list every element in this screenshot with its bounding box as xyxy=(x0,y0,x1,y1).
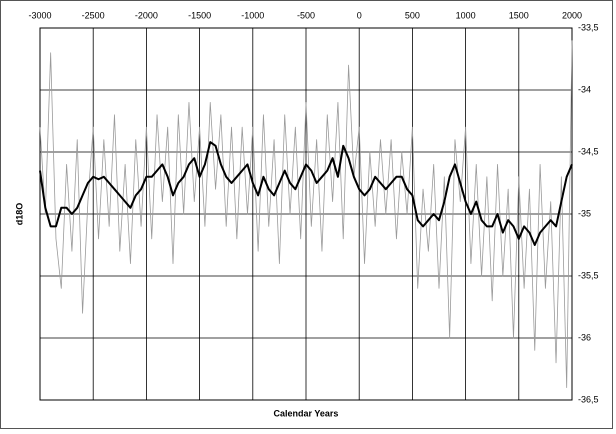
x-tick-label: -1000 xyxy=(241,10,264,20)
y-tick-label: -36 xyxy=(578,332,591,342)
series-line xyxy=(39,40,573,388)
y-tick-label: -34,5 xyxy=(578,146,599,156)
y-tick-label: -34 xyxy=(578,84,591,94)
x-tick-label: 2000 xyxy=(562,10,582,20)
x-tick-label: -1500 xyxy=(188,10,211,20)
series-line xyxy=(39,141,573,246)
x-tick-label: 0 xyxy=(357,10,362,20)
x-tick-label: -3000 xyxy=(28,10,51,20)
x-tick-label: -2500 xyxy=(82,10,105,20)
x-tick-label: -2000 xyxy=(135,10,158,20)
y-tick-label: -35,5 xyxy=(578,270,599,280)
y-axis-label: d18O xyxy=(14,203,24,226)
x-tick-label: 500 xyxy=(405,10,420,20)
y-tick-label: -33,5 xyxy=(578,22,599,32)
x-tick-label: 1000 xyxy=(456,10,476,20)
y-tick-label: -36,5 xyxy=(578,394,599,404)
x-tick-label: -500 xyxy=(297,10,315,20)
x-axis-label: Calendar Years xyxy=(274,408,339,418)
x-tick-label: 1500 xyxy=(509,10,529,20)
y-tick-label: -35 xyxy=(578,208,591,218)
